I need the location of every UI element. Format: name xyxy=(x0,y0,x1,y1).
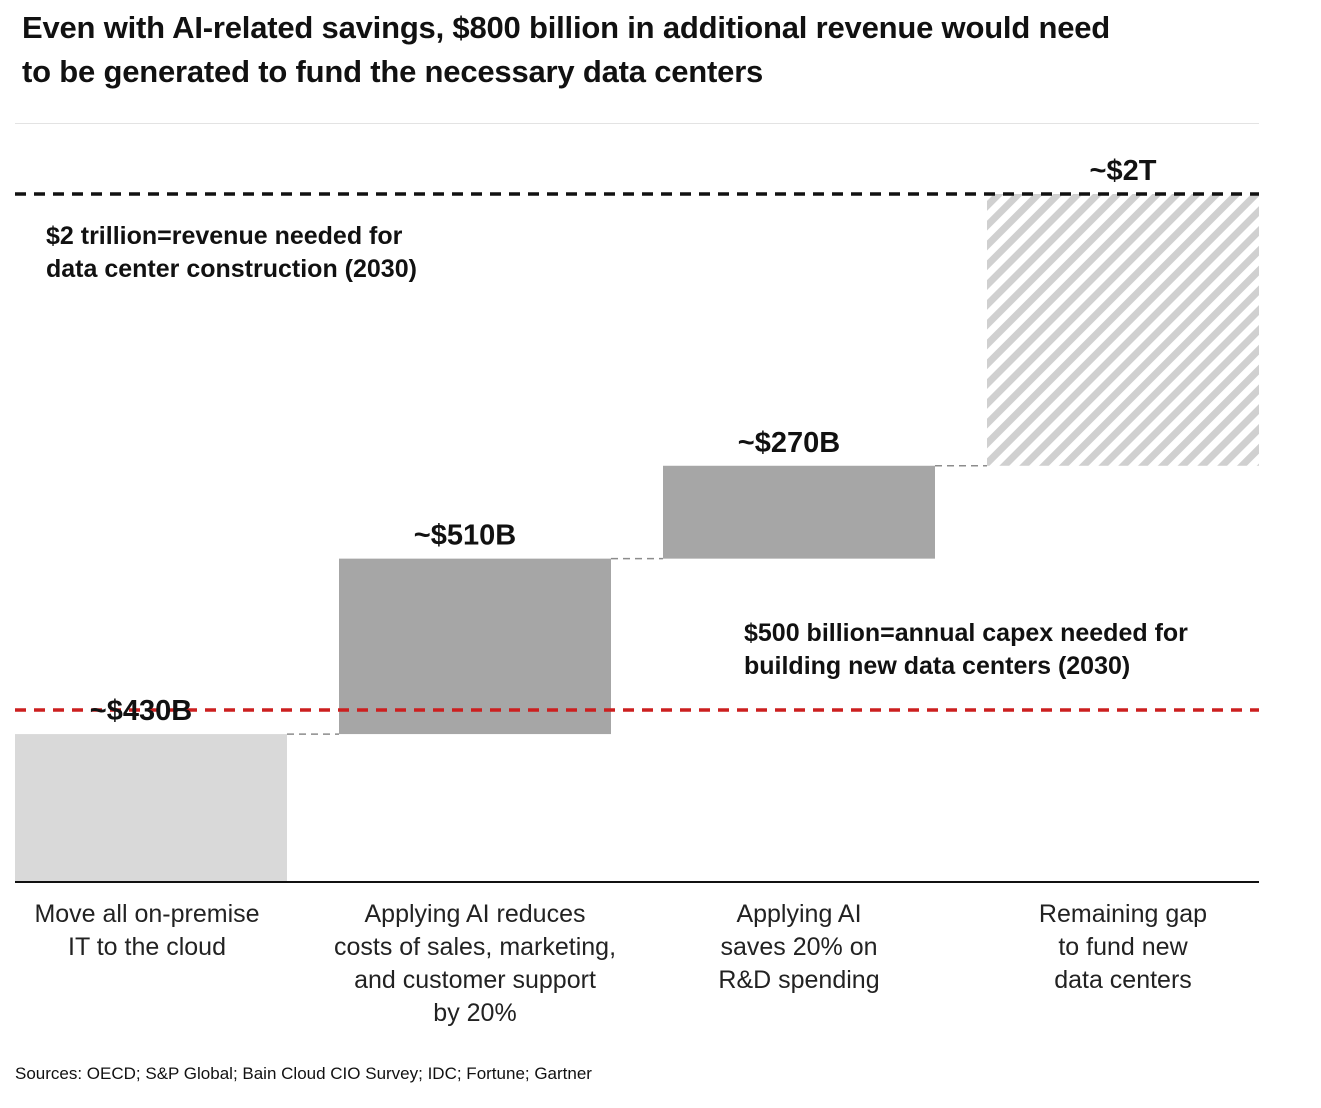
value-label: ~$510B xyxy=(414,520,516,552)
category-label-sales-marketing: Applying AI reduces costs of sales, marke… xyxy=(333,900,617,1027)
capex-needed-note: $500 billion=annual capex needed for bui… xyxy=(744,619,1188,680)
chart-title: Even with AI-related savings, $800 billi… xyxy=(22,6,1282,94)
revenue-needed-note: $2 trillion=revenue needed for data cent… xyxy=(46,222,417,283)
bar-sales-marketing xyxy=(339,558,611,735)
sources-footnote: Sources: OECD; S&P Global; Bain Cloud CI… xyxy=(15,1064,592,1083)
category-label-remaining-gap: Remaining gap to fund new data centers xyxy=(1038,900,1208,994)
value-label: ~$270B xyxy=(738,427,840,459)
bar-rnd xyxy=(663,465,935,559)
value-label: ~$430B xyxy=(90,695,192,727)
category-label-cloud: Move all on-premise IT to the cloud xyxy=(34,900,260,961)
title-line-2: to be generated to fund the necessary da… xyxy=(22,54,764,89)
value-label: ~$2T xyxy=(1090,155,1157,187)
bar-remaining-gap xyxy=(987,194,1259,466)
title-line-1: Even with AI-related savings, $800 billi… xyxy=(22,10,1111,45)
title-divider xyxy=(15,123,1259,124)
category-label-rnd: Applying AI saves 20% on R&D spending xyxy=(718,900,880,994)
bar-cloud xyxy=(15,734,287,882)
